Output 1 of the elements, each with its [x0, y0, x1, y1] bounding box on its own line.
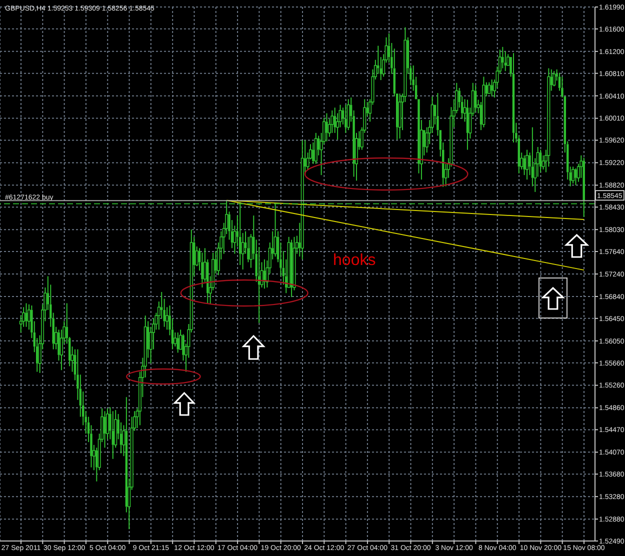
annotation: hooks: [333, 252, 376, 269]
